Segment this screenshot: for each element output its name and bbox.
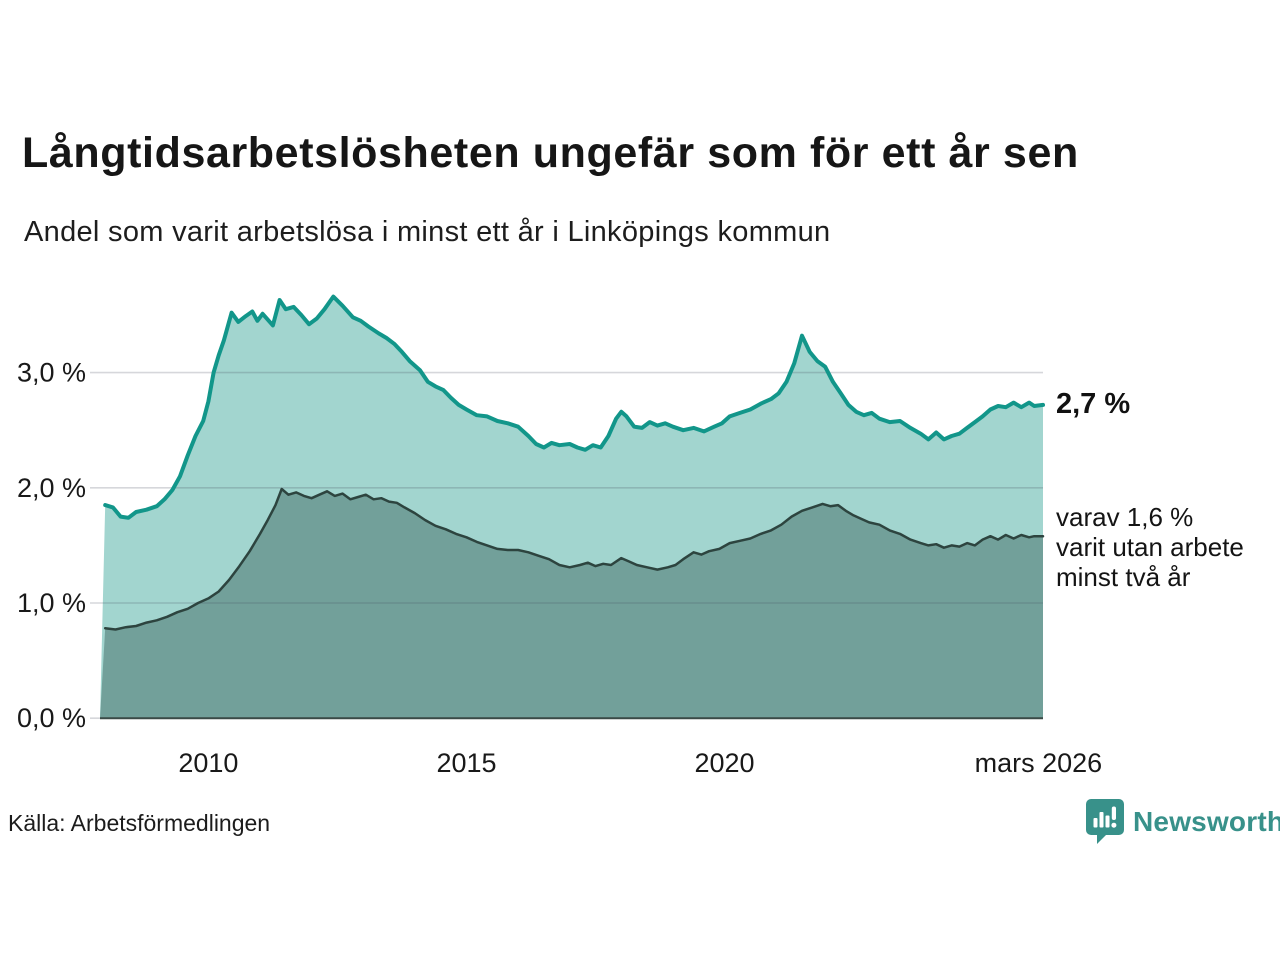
y-tick-label: 3,0 % (17, 358, 86, 388)
chart-subtitle: Andel som varit arbetslösa i minst ett å… (24, 216, 831, 248)
x-tick-label: 2020 (694, 748, 754, 778)
y-tick-label: 0,0 % (17, 703, 86, 733)
area-chart: 0,0 % 1,0 % 2,0 % 3,0 % 2010 2015 2020 mars 202… (17, 294, 1103, 778)
series-line-1 (103, 487, 1045, 631)
y-tick-label: 1,0 % (17, 588, 86, 618)
series-end-label-primary: 2,7 % (1056, 388, 1131, 420)
series-end-label-secondary: varav 1,6 % varit utan arbete minst två … (1056, 502, 1244, 592)
x-tick-label: 2010 (178, 748, 238, 778)
page-title: Långtidsarbetslösheten ungefär som för e… (22, 129, 1079, 177)
x-tick-label: mars 2026 (975, 748, 1103, 778)
newsworthy-logo-icon (1086, 799, 1124, 844)
y-tick-label: 2,0 % (17, 473, 86, 503)
area-fill-1 (100, 489, 1043, 719)
newsworthy-logo-text: Newsworthy (1133, 805, 1280, 837)
source-note: Källa: Arbetsförmedlingen (8, 810, 271, 836)
series-line-0 (103, 294, 1045, 520)
newsworthy-logo: Newsworthy (1086, 799, 1280, 844)
x-tick-label: 2015 (436, 748, 496, 778)
